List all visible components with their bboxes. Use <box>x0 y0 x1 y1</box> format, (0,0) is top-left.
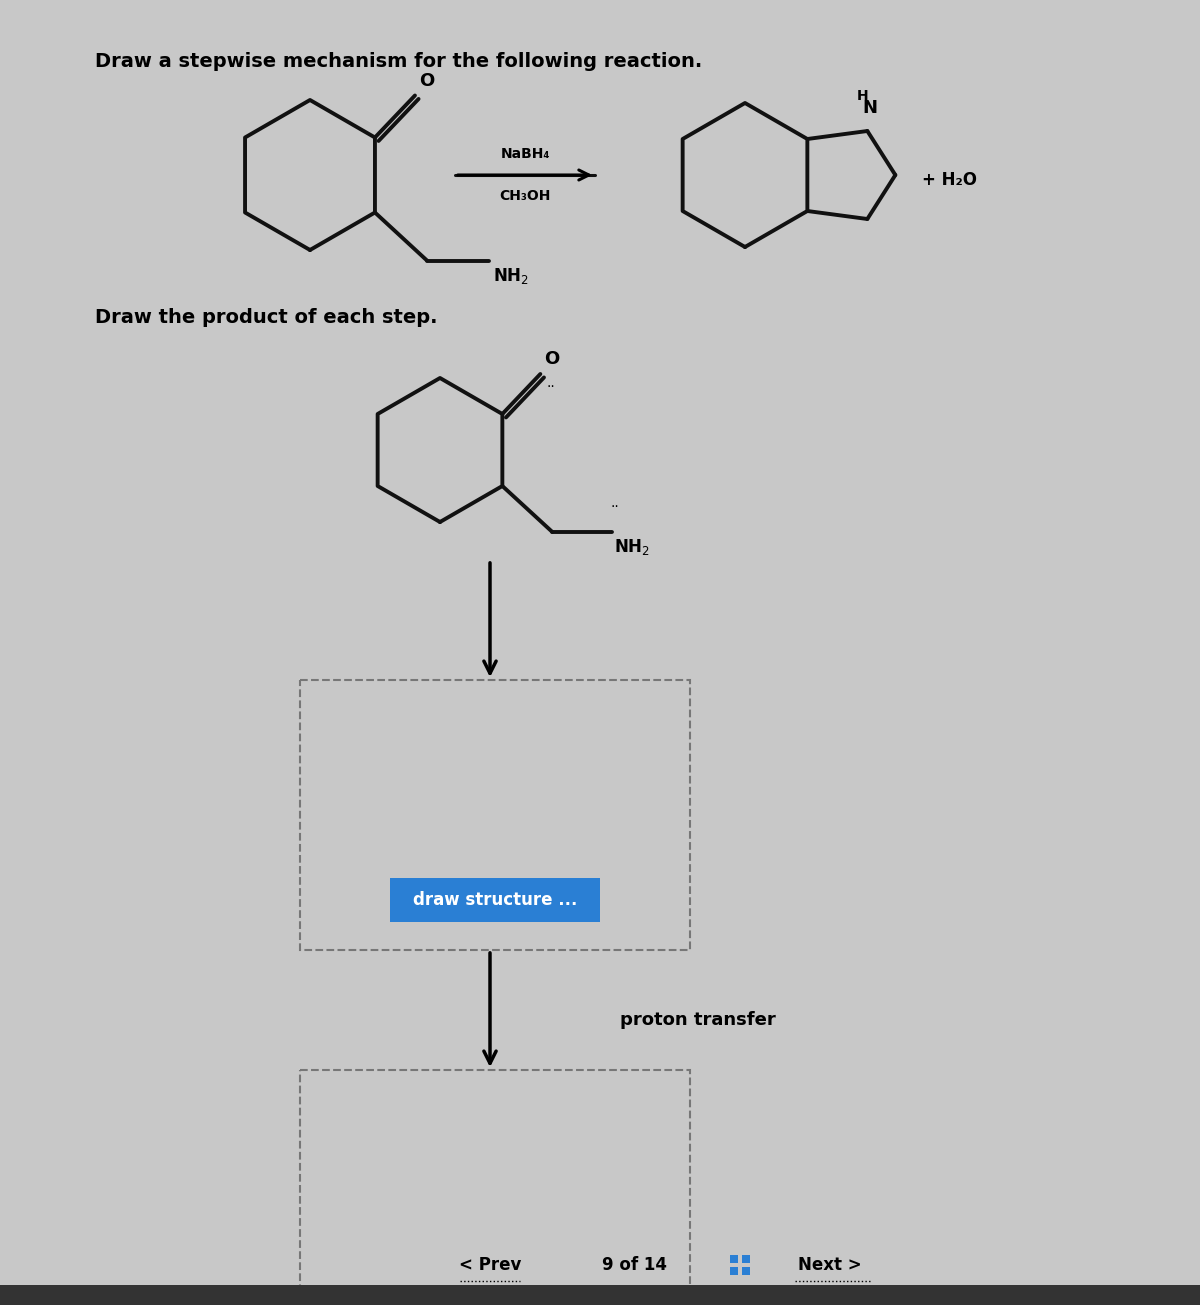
Bar <box>742 1255 750 1263</box>
Bar <box>0 1285 1200 1305</box>
Bar <box>300 1070 690 1305</box>
Text: NH$_2$: NH$_2$ <box>493 266 529 287</box>
Text: Next >: Next > <box>798 1255 862 1274</box>
Text: proton transfer: proton transfer <box>620 1011 775 1030</box>
Text: CH₃OH: CH₃OH <box>499 189 551 204</box>
Text: 9 of 14: 9 of 14 <box>602 1255 667 1274</box>
Text: NH$_2$: NH$_2$ <box>614 536 650 557</box>
Bar <box>742 1267 750 1275</box>
Text: draw structure ...: draw structure ... <box>413 891 577 910</box>
Text: Draw a stepwise mechanism for the following reaction.: Draw a stepwise mechanism for the follow… <box>95 52 702 70</box>
Bar <box>390 878 600 923</box>
Text: + H₂O: + H₂O <box>922 171 977 189</box>
Text: ··: ·· <box>611 500 619 514</box>
Text: N: N <box>863 99 877 117</box>
Bar <box>730 1255 738 1263</box>
Bar <box>730 1267 738 1275</box>
Bar <box>300 680 690 950</box>
Text: < Prev: < Prev <box>458 1255 521 1274</box>
Text: Draw the product of each step.: Draw the product of each step. <box>95 308 438 328</box>
Text: ··: ·· <box>546 380 556 394</box>
Text: O: O <box>545 350 559 368</box>
Text: O: O <box>419 72 434 90</box>
Text: H: H <box>857 89 868 103</box>
Text: NaBH₄: NaBH₄ <box>500 147 550 161</box>
